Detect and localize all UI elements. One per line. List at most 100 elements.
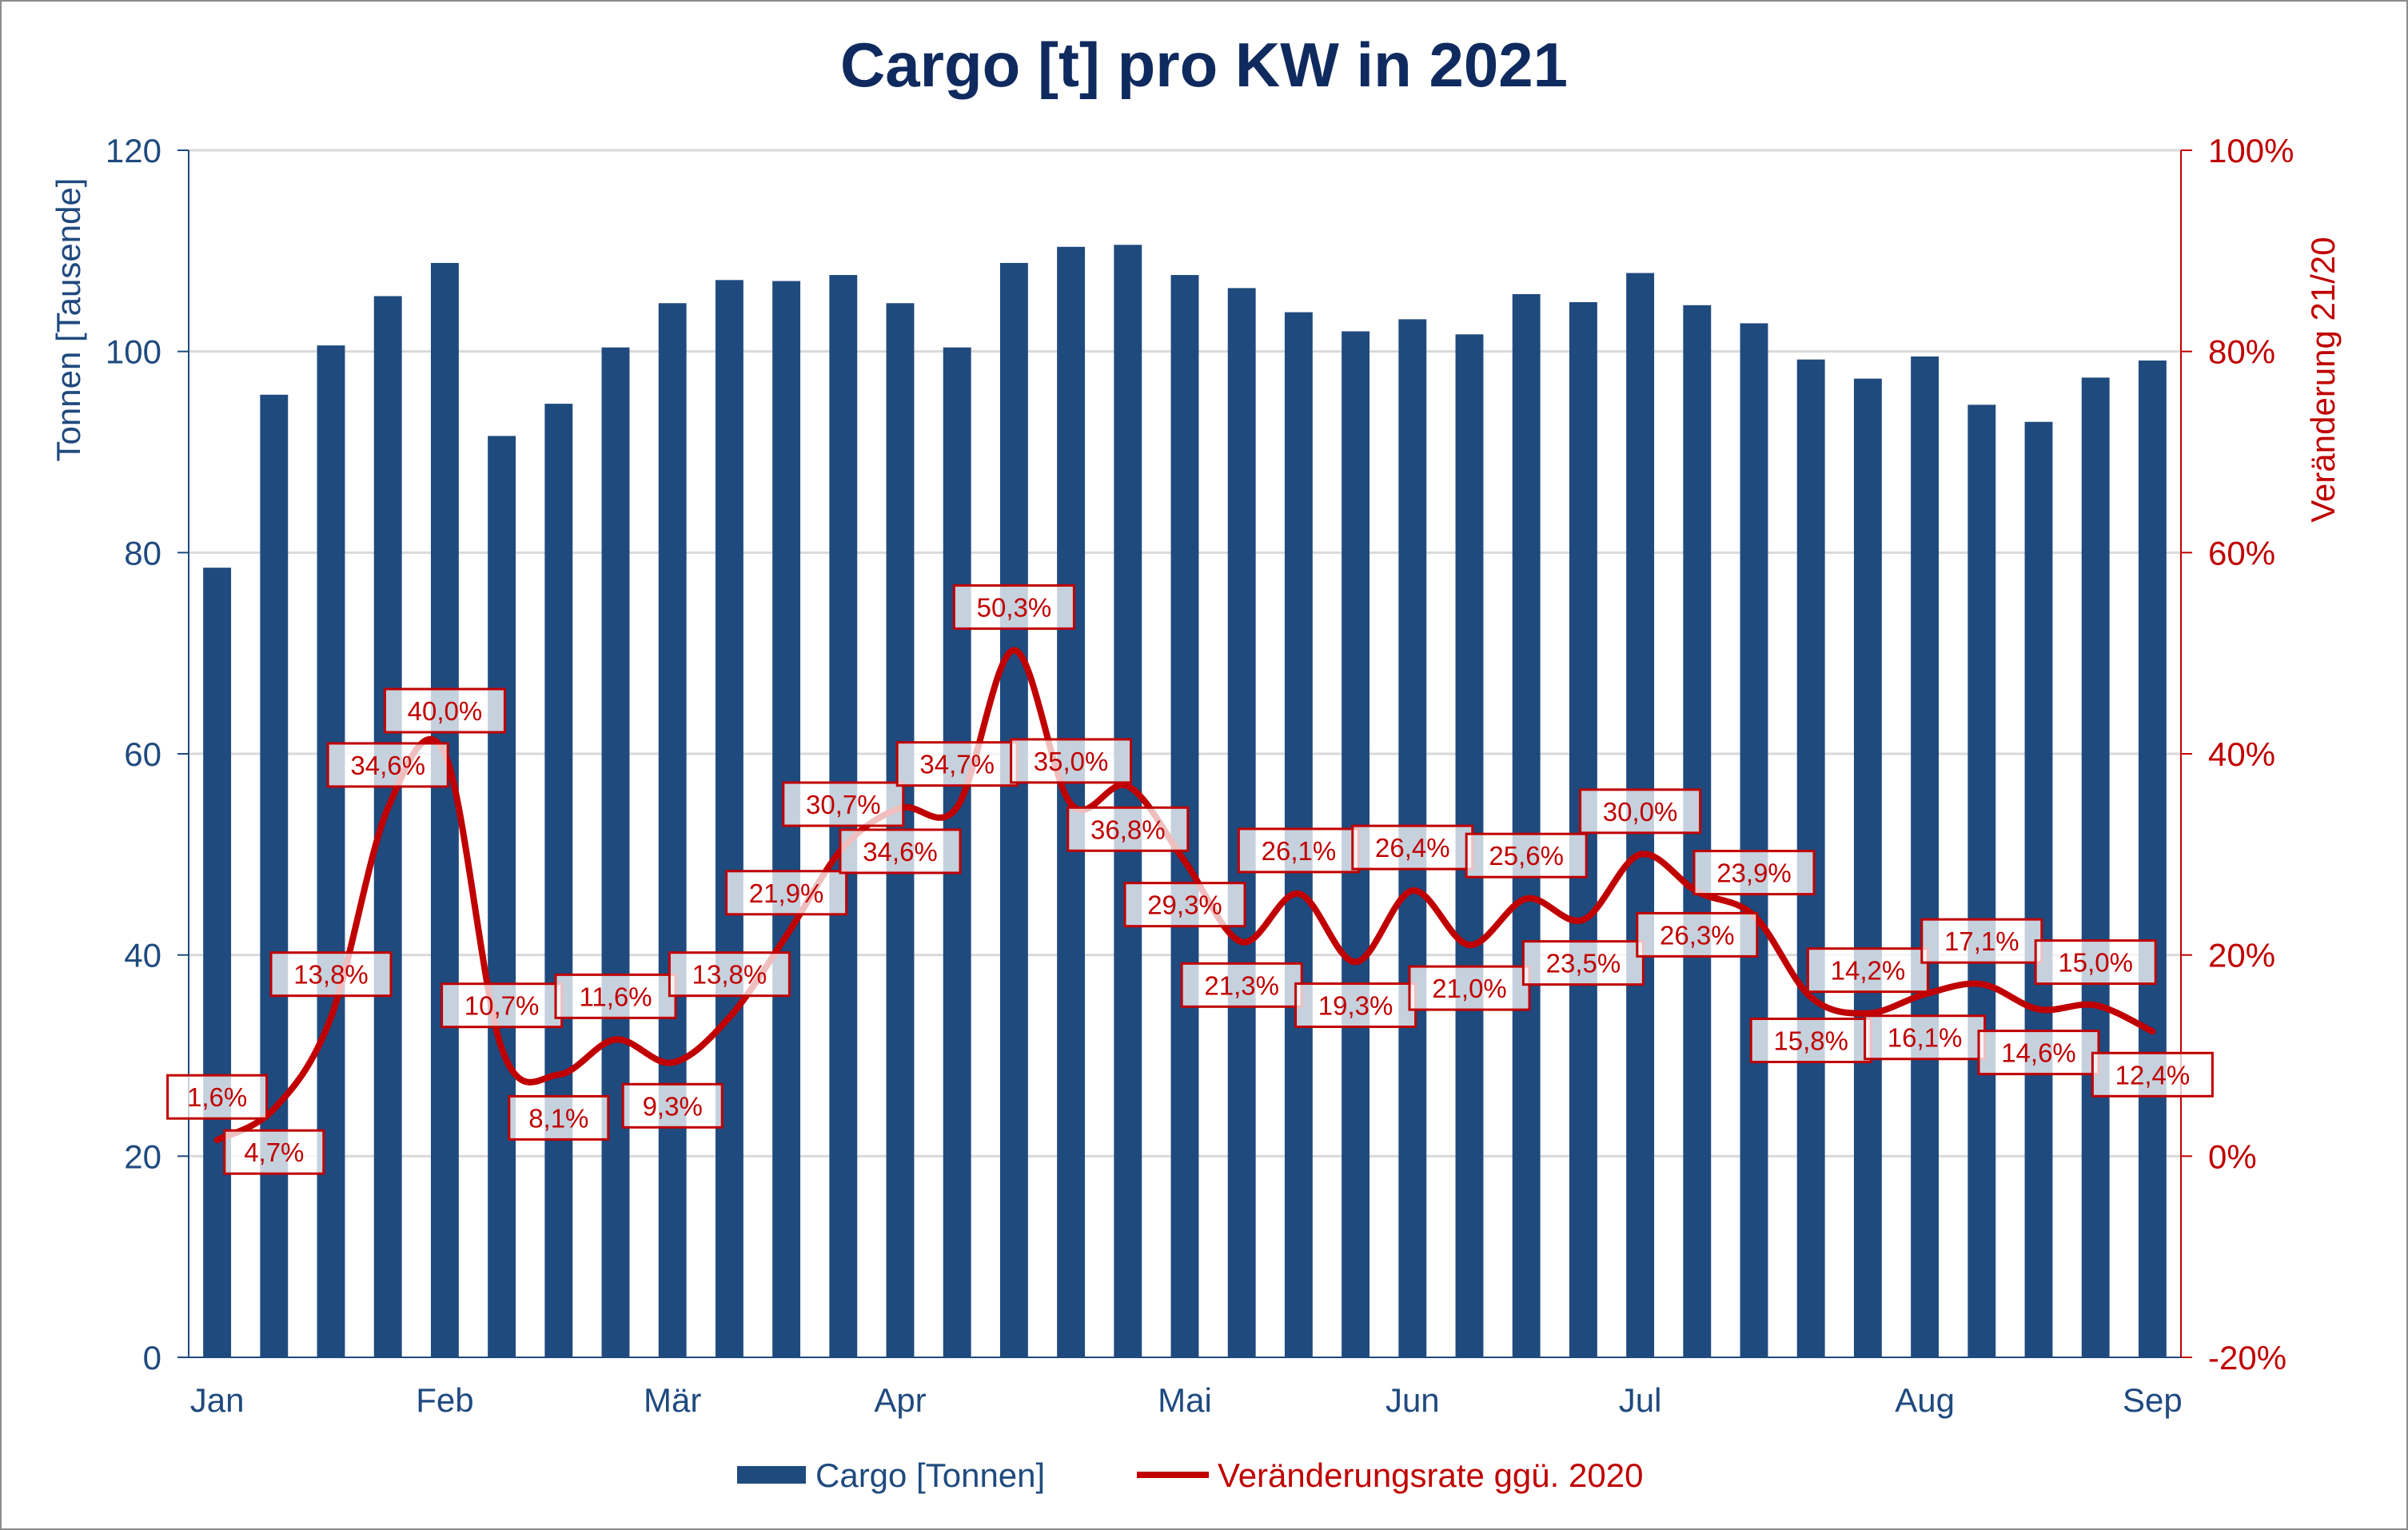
data-label-box xyxy=(668,951,791,998)
data-label-box xyxy=(1408,965,1531,1011)
data-label-text: 8,1% xyxy=(528,1103,588,1133)
data-label-text: 14,6% xyxy=(2001,1038,2076,1068)
bar-week-3 xyxy=(317,345,345,1357)
data-label-box xyxy=(1351,824,1474,871)
data-label: 34,6% xyxy=(326,742,449,788)
x-tick-label: Jan xyxy=(190,1381,245,1419)
data-label: 34,7% xyxy=(895,741,1019,787)
data-label-box xyxy=(1749,1018,1872,1064)
data-label-text: 34,6% xyxy=(350,751,425,780)
y-left-tick-label: 0 xyxy=(143,1339,161,1377)
data-label-box xyxy=(166,1074,269,1120)
legend-swatch-bar xyxy=(737,1466,806,1484)
data-label: 14,6% xyxy=(1977,1030,2100,1076)
bar-week-1 xyxy=(203,568,232,1357)
bar-week-8 xyxy=(601,347,630,1358)
data-label: 8,1% xyxy=(508,1094,610,1141)
data-label-box xyxy=(1066,806,1190,852)
data-label-text: 13,8% xyxy=(692,960,767,990)
x-tick-label: Mär xyxy=(644,1381,701,1419)
data-label-box xyxy=(1636,911,1759,958)
x-tick-label: Feb xyxy=(416,1381,473,1419)
data-label: 34,6% xyxy=(839,828,962,875)
data-label-text: 30,0% xyxy=(1603,797,1678,827)
bar-week-9 xyxy=(658,303,687,1358)
data-label: 40,0% xyxy=(383,687,506,734)
data-label-text: 26,3% xyxy=(1660,920,1735,950)
y-right-tick-label: 80% xyxy=(2208,333,2275,371)
y-left-tick-label: 60 xyxy=(124,735,161,773)
bar-week-7 xyxy=(544,404,573,1358)
y-left-tick-label: 20 xyxy=(124,1138,161,1175)
data-label: 15,0% xyxy=(2034,939,2157,986)
y-right-tick-label: -20% xyxy=(2208,1339,2286,1377)
data-label: 30,0% xyxy=(1579,788,1702,835)
bar-week-10 xyxy=(715,280,744,1358)
data-label-text: 13,8% xyxy=(293,960,369,990)
y-right-tick-label: 60% xyxy=(2208,534,2275,572)
data-label: 36,8% xyxy=(1066,806,1190,852)
bar-week-34 xyxy=(2081,377,2110,1358)
data-label-box xyxy=(1579,788,1702,835)
data-label: 15,8% xyxy=(1749,1018,1872,1064)
y-right-tick-label: 20% xyxy=(2208,937,2275,974)
data-label-text: 9,3% xyxy=(643,1091,703,1121)
data-label-box xyxy=(1920,918,2043,964)
data-label-box xyxy=(441,982,564,1029)
y-left-tick-label: 120 xyxy=(106,132,161,169)
data-label-text: 26,1% xyxy=(1262,836,1337,866)
data-label-text: 14,2% xyxy=(1831,956,1906,986)
y-axis-left-title: Tonnen [Tausende] xyxy=(50,178,87,462)
data-label: 16,1% xyxy=(1864,1014,1987,1061)
data-label-text: 19,3% xyxy=(1318,990,1393,1020)
bar-week-17 xyxy=(1114,245,1142,1357)
data-label-box xyxy=(782,781,905,827)
data-label-box xyxy=(1521,940,1645,986)
data-label-text: 11,6% xyxy=(579,982,652,1011)
x-tick-label: Jul xyxy=(1619,1381,1662,1419)
data-label-box xyxy=(1864,1014,1987,1061)
data-label: 29,3% xyxy=(1123,882,1246,928)
data-labels: 1,6% 4,7% 13,8% 34,6% 40,0% 10,7% 8,1% 11,6% 9,3… xyxy=(166,584,2214,1175)
data-label-box xyxy=(223,1129,325,1175)
data-label-box xyxy=(554,973,677,1019)
data-label: 26,4% xyxy=(1351,824,1474,871)
data-label-box xyxy=(383,687,506,734)
legend-label-bar: Cargo [Tonnen] xyxy=(815,1456,1045,1494)
data-label: 10,7% xyxy=(441,982,564,1029)
bar-week-35 xyxy=(2138,360,2167,1357)
data-label-box xyxy=(725,870,848,916)
data-label-box xyxy=(1123,882,1246,928)
data-label: 21,9% xyxy=(725,870,848,916)
data-label-text: 21,0% xyxy=(1432,974,1507,1003)
bar-week-33 xyxy=(2024,421,2053,1357)
data-label-text: 15,8% xyxy=(1773,1026,1848,1056)
data-label: 50,3% xyxy=(952,584,1075,630)
data-label-box xyxy=(1294,982,1417,1028)
data-label-text: 21,3% xyxy=(1204,970,1279,1000)
data-label: 14,2% xyxy=(1806,947,1929,994)
data-label-box xyxy=(1465,832,1588,879)
bar-week-31 xyxy=(1911,356,1940,1357)
bar-week-2 xyxy=(260,394,289,1357)
data-label-box xyxy=(1977,1030,2100,1076)
legend-label-line: Veränderungsrate ggü. 2020 xyxy=(1218,1456,1643,1494)
data-label-text: 1,6% xyxy=(187,1082,247,1112)
data-label: 30,7% xyxy=(782,781,905,827)
bar-series xyxy=(203,245,2167,1358)
data-label-text: 4,7% xyxy=(244,1138,304,1167)
data-label-text: 25,6% xyxy=(1489,841,1564,871)
axes: 0 20 40 60 80 100 120 -20% 0% 20% 40% 60% 80% 100% Jan… xyxy=(106,132,2294,1419)
data-label-box xyxy=(269,951,393,998)
x-tick-label: Aug xyxy=(1895,1381,1955,1419)
data-label-text: 23,9% xyxy=(1716,859,1792,888)
data-label-box xyxy=(839,828,962,875)
data-label-box xyxy=(952,584,1075,630)
bar-week-19 xyxy=(1227,288,1256,1358)
data-label-box xyxy=(895,741,1019,787)
data-label-box xyxy=(508,1094,610,1141)
data-label-text: 12,4% xyxy=(2115,1060,2191,1090)
data-label: 1,6% xyxy=(166,1074,269,1120)
data-label-box xyxy=(1692,850,1816,896)
